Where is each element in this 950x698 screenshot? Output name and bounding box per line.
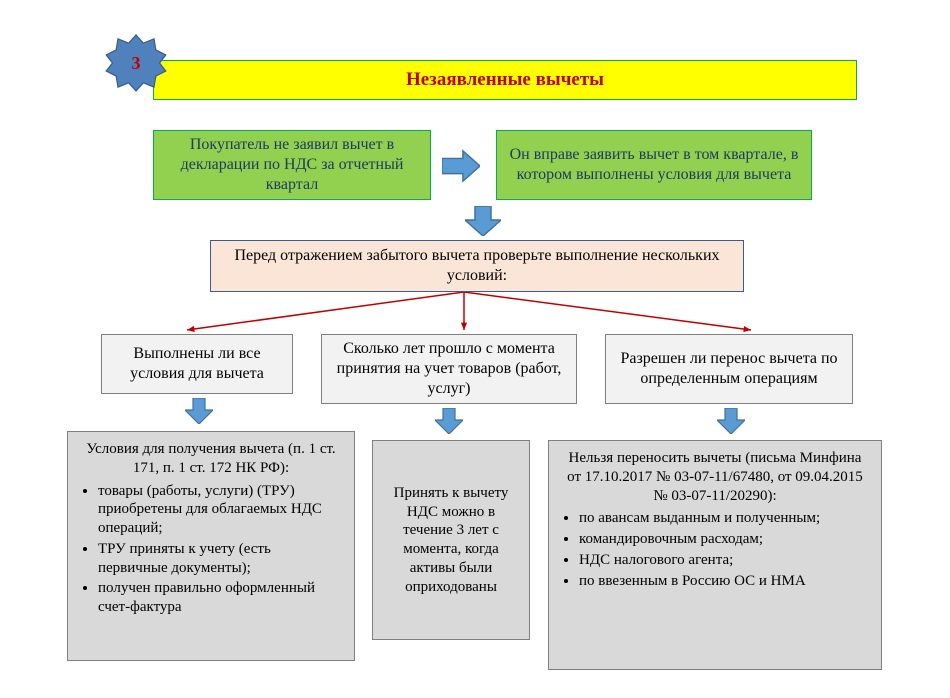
arrow-right-poly: [442, 151, 480, 181]
q1-text: Выполнены ли все условия для вычета: [112, 344, 282, 384]
arrow-sm-poly-2: [435, 408, 463, 434]
detail1-bullet: товары (работы, услуги) (ТРУ) приобретен…: [98, 482, 342, 538]
detail3-bullet: по ввезенным в Россию ОС и НМА: [579, 572, 820, 591]
detail-box-3: Нельзя переносить вычеты (письма Минфина…: [548, 440, 882, 670]
detail3-bullet: командировочным расходам;: [579, 530, 820, 549]
title-box: Незаявленные вычеты: [153, 60, 857, 100]
green-box-left: Покупатель не заявил вычет в декларации …: [153, 130, 431, 200]
arrow-down-small-1: [185, 398, 213, 424]
peach-text: Перед отражением забытого вычета проверь…: [221, 246, 733, 286]
detail1-bullet: получен правильно оформленный счет-факту…: [98, 579, 342, 617]
q2-text: Сколько лет прошло с момента принятия на…: [332, 339, 566, 399]
question-box-1: Выполнены ли все условия для вычета: [101, 334, 293, 394]
detail-box-2: Принять к вычету НДС можно в течение 3 л…: [372, 440, 530, 640]
green-left-text: Покупатель не заявил вычет в декларации …: [164, 135, 420, 195]
question-box-2: Сколько лет прошло с момента принятия на…: [321, 334, 577, 404]
green-right-text: Он вправе заявить вычет в том квартале, …: [507, 145, 801, 185]
arrow-down-icon: [465, 206, 501, 236]
title-text: Незаявленные вычеты: [406, 68, 604, 92]
detail3-header: Нельзя переносить вычеты (письма Минфина…: [561, 449, 869, 505]
badge-number: 3: [132, 53, 141, 74]
peach-box: Перед отражением забытого вычета проверь…: [210, 240, 744, 292]
green-box-right: Он вправе заявить вычет в том квартале, …: [496, 130, 812, 200]
q3-text: Разрешен ли перенос вычета по определенн…: [616, 349, 842, 389]
detail1-bullet: ТРУ приняты к учету (есть первичные доку…: [98, 540, 342, 578]
detail3-bullet: НДС налогового агента;: [579, 551, 820, 570]
arrow-down-poly: [465, 206, 501, 236]
detail1-header: Условия для получения вычета (п. 1 ст. 1…: [80, 440, 342, 478]
detail3-list: по авансам выданным и полученным; команди…: [561, 509, 820, 592]
arrow-sm-poly-3: [717, 408, 745, 434]
detail-box-1: Условия для получения вычета (п. 1 ст. 1…: [67, 431, 355, 661]
arrow-down-small-2: [435, 408, 463, 434]
detail2-text: Принять к вычету НДС можно в течение 3 л…: [385, 484, 517, 597]
detail1-list: товары (работы, услуги) (ТРУ) приобретен…: [80, 482, 342, 619]
arrow-down-small-3: [717, 408, 745, 434]
arrow-right-icon: [442, 148, 480, 184]
arrow-sm-poly-1: [185, 398, 213, 424]
question-box-3: Разрешен ли перенос вычета по определенн…: [605, 334, 853, 404]
detail3-bullet: по авансам выданным и полученным;: [579, 509, 820, 528]
flowchart-canvas: { "colors": { "badge_fill": "#4f81bd", "…: [0, 0, 950, 698]
step-badge: 3: [105, 32, 167, 94]
